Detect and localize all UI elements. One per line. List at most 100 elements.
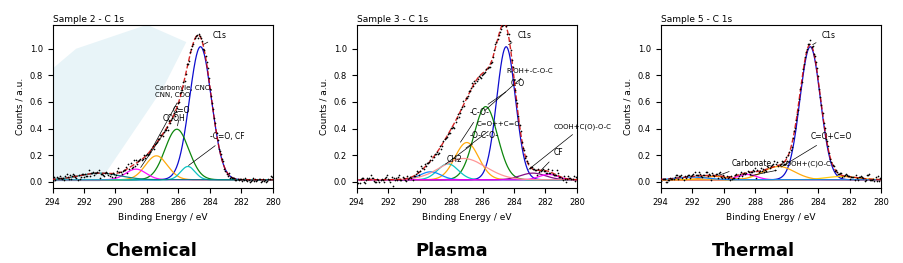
- Point: [833, 171, 848, 175]
- Point: [669, 173, 684, 177]
- Point: [484, 60, 498, 64]
- Point: [354, 176, 368, 180]
- Point: [505, 65, 519, 69]
- Point: [378, 175, 393, 180]
- Point: [63, 176, 78, 181]
- Point: [89, 171, 104, 176]
- Point: [424, 154, 438, 158]
- Point: [783, 148, 797, 152]
- Point: [686, 170, 701, 174]
- Point: [831, 172, 845, 176]
- Point: [779, 159, 794, 163]
- Point: [265, 177, 280, 181]
- Point: [379, 173, 394, 177]
- Point: [479, 67, 493, 71]
- Point: [163, 121, 177, 125]
- Point: [473, 76, 488, 80]
- Point: [260, 179, 275, 183]
- Text: CH2: CH2: [446, 155, 461, 164]
- Point: [418, 164, 433, 168]
- Point: [470, 77, 484, 81]
- Point: [197, 48, 211, 52]
- Point: [777, 161, 791, 166]
- Point: [791, 97, 805, 101]
- Point: [479, 66, 494, 70]
- Point: [101, 173, 116, 178]
- Point: [746, 169, 760, 173]
- Point: [80, 174, 95, 178]
- Point: [682, 175, 696, 180]
- Point: [821, 151, 835, 155]
- Point: [801, 42, 815, 47]
- Point: [216, 159, 230, 163]
- Point: [70, 176, 84, 180]
- Point: [509, 100, 524, 105]
- Point: [209, 131, 224, 135]
- Point: [184, 47, 199, 51]
- Point: [48, 178, 62, 182]
- Point: [361, 176, 376, 181]
- Text: COOH+C(O)-O-C: COOH+C(O)-O-C: [528, 124, 610, 169]
- Point: [870, 174, 884, 178]
- Point: [442, 131, 457, 135]
- Point: [427, 152, 442, 156]
- Point: [727, 173, 741, 177]
- Point: [252, 177, 266, 181]
- Point: [656, 176, 671, 181]
- Point: [174, 90, 189, 94]
- Point: [388, 176, 403, 180]
- Point: [749, 176, 763, 180]
- Point: [399, 174, 414, 178]
- Point: [806, 54, 821, 58]
- Point: [353, 176, 368, 181]
- Point: [499, 32, 514, 36]
- Point: [483, 61, 498, 65]
- Point: [398, 179, 413, 183]
- Point: [679, 174, 694, 178]
- Point: [757, 168, 771, 172]
- Point: [407, 174, 422, 179]
- Point: [142, 152, 156, 156]
- Point: [793, 87, 807, 91]
- Point: [531, 167, 545, 171]
- Point: [437, 137, 452, 141]
- Point: [554, 178, 569, 183]
- Point: [705, 173, 720, 177]
- Point: [423, 158, 437, 162]
- Point: [202, 87, 217, 91]
- Point: [352, 180, 367, 185]
- Point: [743, 170, 758, 175]
- Point: [497, 21, 511, 26]
- Point: [550, 171, 564, 175]
- Point: [691, 170, 705, 174]
- Point: [865, 176, 880, 181]
- Point: [868, 175, 882, 179]
- Point: [237, 176, 252, 180]
- Point: [712, 169, 726, 174]
- Text: -O-C-O-: -O-C-O-: [445, 131, 498, 164]
- Point: [498, 20, 512, 24]
- Point: [408, 172, 423, 176]
- Point: [767, 168, 781, 172]
- Point: [660, 178, 675, 183]
- Point: [256, 179, 271, 183]
- Point: [263, 174, 277, 179]
- Point: [370, 178, 385, 183]
- Point: [137, 156, 152, 160]
- Point: [544, 168, 558, 172]
- Point: [731, 174, 745, 178]
- Point: [768, 162, 783, 166]
- Point: [239, 178, 254, 182]
- Point: [524, 165, 538, 169]
- Point: [788, 118, 803, 122]
- Point: [135, 158, 149, 162]
- Point: [684, 173, 699, 177]
- Point: [188, 34, 202, 38]
- Point: [100, 171, 115, 176]
- Point: [144, 147, 159, 151]
- Point: [140, 152, 154, 156]
- Point: [405, 178, 419, 182]
- Point: [751, 169, 766, 173]
- Point: [56, 176, 70, 180]
- Point: [492, 30, 507, 34]
